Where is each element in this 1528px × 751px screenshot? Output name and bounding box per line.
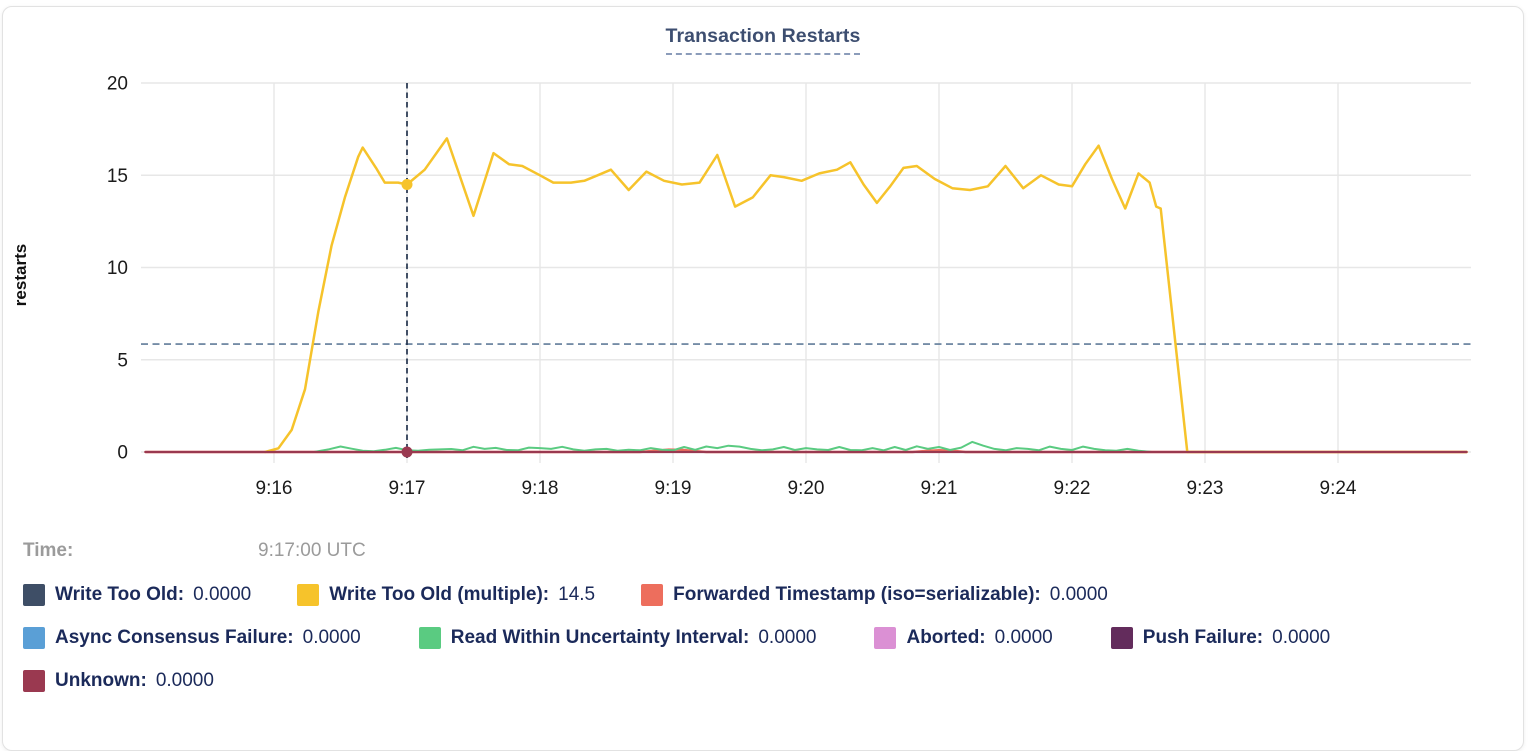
legend-value: 0.0000 [155,670,214,691]
chart-card: Transaction Restarts 0 5 10 15 20 9:16 9:17 9:1… [2,6,1524,751]
legend-item-read-within-uncertainty-interval[interactable]: Read Within Uncertainty Interval: 0.0000 [418,627,817,649]
x-tick-label: 9:18 [522,478,559,499]
legend-row-2: Async Consensus Failure: 0.0000 Read Wit… [23,627,1503,649]
legend-swatch-unknown [23,670,45,692]
legend-item-push-failure[interactable]: Push Failure: 0.0000 [1110,627,1331,649]
chart-title[interactable]: Transaction Restarts [665,25,861,55]
x-tick-label: 9:17 [389,478,426,499]
legend-label: Read Within Uncertainty Interval: [450,627,750,648]
y-axis-label: restarts [11,243,30,307]
legend-label: Write Too Old (multiple): [329,584,550,605]
series-line-write-too-old-multiple [263,137,1468,454]
y-tick-label: 20 [107,74,128,95]
transaction-restarts-chart[interactable]: 0 5 10 15 20 9:16 9:17 9:18 9:19 9:20 9:21 9:22 9:23… [3,7,1524,512]
y-tick-label: 5 [117,350,128,371]
y-tick-label: 10 [107,258,128,279]
legend-value: 0.0000 [758,627,817,648]
legend-swatch-aborted [874,627,897,649]
legend-row-3: Unknown: 0.0000 [23,670,1503,692]
legend-item-write-too-old[interactable]: Write Too Old: 0.0000 [23,584,251,606]
legend-swatch-read-within-uncertainty-interval [418,627,441,649]
legend-row-1: Write Too Old: 0.0000 Write Too Old (mul… [23,584,1503,606]
legend-swatch-async-consensus-failure [23,627,45,649]
x-tick-label: 9:16 [256,478,293,499]
legend-item-async-consensus-failure[interactable]: Async Consensus Failure: 0.0000 [23,627,361,649]
legend-swatch-forwarded-timestamp [641,584,664,606]
legend-value: 0.0000 [1272,627,1331,648]
x-tick-label: 9:24 [1320,478,1357,499]
legend-value: 0.0000 [994,627,1053,648]
legend-item-write-too-old-multiple[interactable]: Write Too Old (multiple): 14.5 [297,584,595,606]
chart-legend: Write Too Old: 0.0000 Write Too Old (mul… [23,584,1503,713]
legend-label: Forwarded Timestamp (iso=serializable): [673,584,1041,605]
x-tick-label: 9:22 [1054,478,1091,499]
x-tick-label: 9:23 [1187,478,1224,499]
x-tick-label: 9:19 [655,478,692,499]
legend-item-aborted[interactable]: Aborted: 0.0000 [874,627,1053,649]
legend-swatch-write-too-old-multiple [297,584,320,606]
legend-swatch-push-failure [1110,627,1133,649]
time-label: Time: [23,540,74,561]
legend-label: Write Too Old: [55,584,185,605]
legend-value: 0.0000 [302,627,361,648]
hover-dot-unknown [401,446,413,458]
y-tick-label: 0 [117,443,128,464]
legend-value: 0.0000 [1049,584,1108,605]
legend-label: Push Failure: [1142,627,1264,648]
hover-time-readout: Time: 9:17:00 UTC [23,540,366,562]
legend-swatch-write-too-old [23,584,45,606]
legend-item-forwarded-timestamp[interactable]: Forwarded Timestamp (iso=serializable): … [641,584,1108,606]
legend-label: Async Consensus Failure: [55,627,294,648]
legend-label: Aborted: [906,627,986,648]
legend-label: Unknown: [55,670,147,691]
y-tick-label: 15 [107,166,128,187]
series-line-read-within-uncertainty-interval [312,440,1153,453]
legend-value: 14.5 [558,584,596,605]
chart-header: Transaction Restarts [3,25,1523,55]
legend-item-unknown[interactable]: Unknown: 0.0000 [23,670,214,692]
legend-value: 0.0000 [193,584,252,605]
x-tick-label: 9:20 [788,478,825,499]
x-tick-label: 9:21 [921,478,958,499]
hover-dot-write-too-old-multiple [401,178,413,190]
time-value: 9:17:00 UTC [258,540,366,561]
